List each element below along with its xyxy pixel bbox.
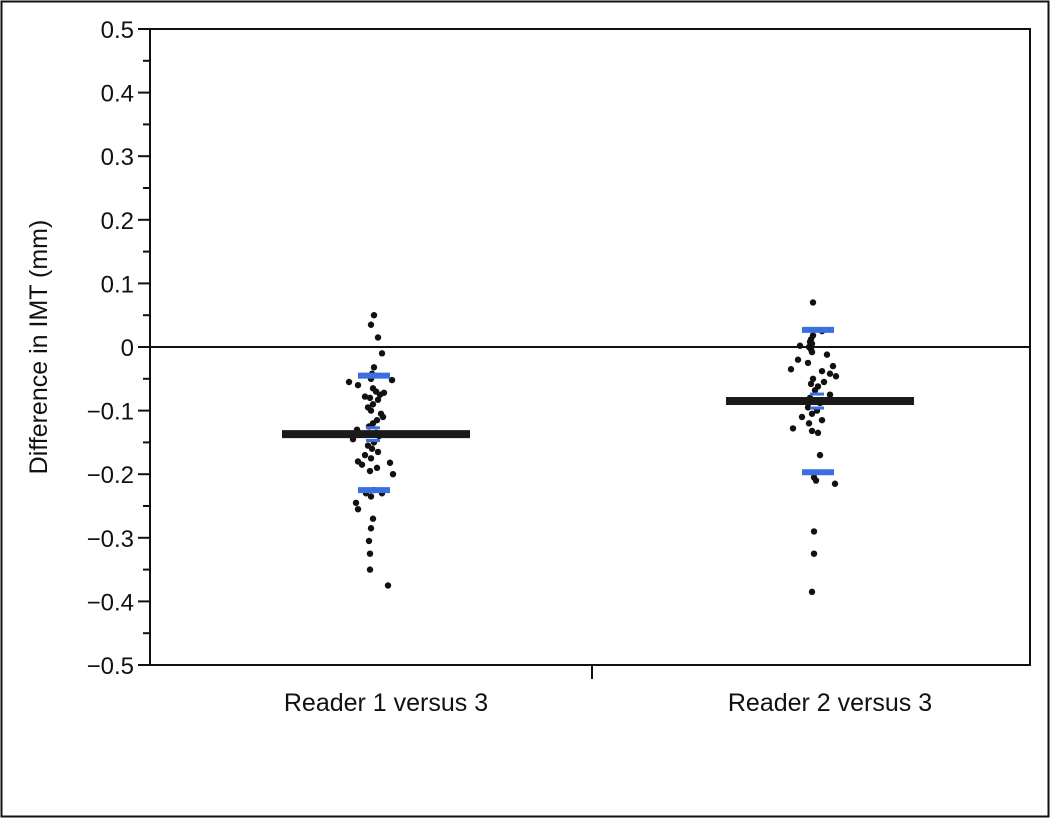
x-axis-categories: Reader 1 versus 3 Reader 2 versus 3 (284, 665, 932, 717)
data-point (366, 566, 374, 573)
data-points (345, 299, 840, 596)
data-point (367, 455, 375, 462)
data-point (354, 505, 362, 513)
y-axis: 0.5 0.4 0.3 0.2 0.1 0 −0.1 −0.2 −0.3 −0.4 −0.5 (87, 17, 150, 680)
data-point (810, 528, 818, 535)
data-point (367, 321, 375, 328)
data-point (358, 461, 366, 468)
data-point (810, 550, 818, 557)
data-point (370, 312, 378, 319)
data-point (388, 376, 396, 384)
data-point (814, 429, 822, 437)
data-point (807, 380, 815, 388)
data-point (367, 525, 375, 532)
data-point (369, 401, 377, 408)
data-point (366, 394, 374, 402)
data-point (366, 550, 374, 557)
data-point (808, 588, 816, 596)
data-point (816, 451, 824, 459)
data-point (808, 410, 816, 417)
data-point (370, 364, 378, 371)
data-point (374, 396, 382, 403)
data-point (826, 391, 834, 398)
data-point (367, 493, 375, 500)
data-point (805, 420, 813, 427)
data-point (789, 425, 797, 432)
data-point (809, 299, 817, 306)
y-tick-label: −0.2 (87, 462, 134, 489)
summary-bars (282, 326, 914, 494)
data-point (818, 367, 826, 375)
data-point (373, 464, 381, 472)
data-point (804, 404, 812, 411)
data-point (389, 471, 397, 478)
data-point (384, 582, 392, 589)
data-point (829, 362, 837, 370)
data-point (361, 451, 369, 459)
data-point (345, 378, 353, 386)
data-point (367, 407, 375, 414)
data-point (809, 375, 817, 382)
data-point (811, 387, 819, 394)
data-point (376, 391, 384, 398)
data-point (796, 342, 804, 349)
data-point (818, 416, 826, 424)
data-point (361, 393, 369, 400)
data-point (808, 348, 816, 356)
data-point (794, 356, 802, 363)
data-point (831, 480, 839, 487)
data-point (378, 350, 386, 357)
data-point (374, 334, 382, 341)
data-point (787, 366, 795, 373)
y-tick-label: 0.3 (101, 144, 134, 171)
data-point (804, 359, 812, 367)
data-point (798, 413, 806, 421)
y-tick-label: 0.5 (101, 17, 134, 44)
data-point (352, 499, 360, 507)
data-point (808, 427, 816, 435)
y-tick-label: 0.4 (101, 81, 134, 108)
data-point (812, 477, 820, 484)
y-tick-label: −0.4 (87, 589, 134, 616)
y-tick-label: −0.1 (87, 399, 134, 426)
data-point (832, 373, 840, 380)
y-tick-label: −0.5 (87, 653, 134, 680)
category-label: Reader 1 versus 3 (284, 689, 488, 717)
data-point (369, 515, 377, 522)
y-tick-label: 0 (121, 335, 134, 362)
y-tick-label: 0.2 (101, 208, 134, 235)
y-axis-title: Difference in IMT (mm) (25, 220, 53, 475)
data-point (354, 381, 362, 389)
category-label: Reader 2 versus 3 (728, 689, 932, 717)
data-point (823, 351, 831, 358)
data-point (374, 448, 382, 456)
data-point (365, 537, 373, 545)
data-point (379, 413, 387, 421)
y-tick-label: 0.1 (101, 271, 134, 298)
data-point (820, 378, 828, 386)
data-point (368, 445, 376, 452)
data-point (366, 467, 374, 475)
data-point (386, 459, 394, 466)
data-point (826, 370, 834, 377)
y-tick-label: −0.3 (87, 526, 134, 553)
